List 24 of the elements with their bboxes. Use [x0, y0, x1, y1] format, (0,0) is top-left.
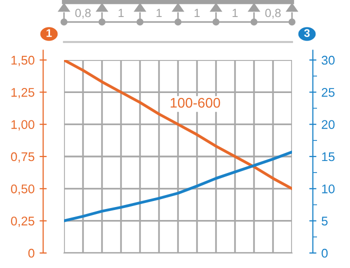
text: 1 [232, 8, 238, 18]
y2-tick-label: 30 [322, 56, 335, 65]
text: 1 [194, 8, 200, 18]
y-tick-label: 1,25 [11, 88, 34, 98]
text: 1 [156, 8, 162, 18]
y-axis-title: 1 [46, 29, 52, 37]
y-tick-label: 0,50 [10, 184, 34, 195]
text: 0,8 [265, 8, 281, 19]
y-tick-label: 0,25 [10, 216, 34, 227]
y2-axis-title: 3 [304, 29, 310, 37]
y-tick-label: 1,50 [11, 56, 34, 66]
text: 1 [118, 8, 124, 18]
y2-tick-label: 15 [322, 152, 335, 162]
y2-tick-label: 20 [322, 120, 335, 129]
y-tick-label: 0,75 [10, 152, 34, 163]
series-label: 100-600 [170, 98, 220, 108]
text: 0,8 [75, 8, 91, 19]
y2-tick-label: 0 [322, 248, 328, 258]
y-tick-label: 0 [28, 248, 34, 258]
y2-tick-label: 5 [322, 216, 328, 226]
line-series [64, 150, 292, 222]
y2-tick-label: 25 [322, 88, 335, 97]
y-tick-label: 1,00 [11, 120, 34, 130]
y2-tick-label: 10 [322, 184, 335, 194]
